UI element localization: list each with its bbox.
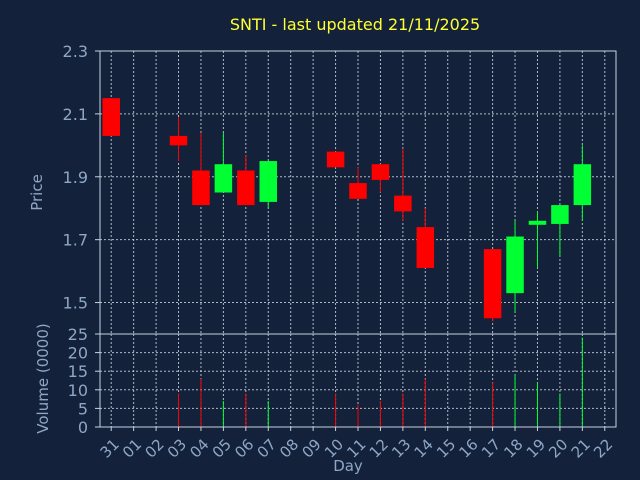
candle-body	[349, 183, 367, 199]
price-candles	[102, 98, 592, 322]
candle-body	[259, 161, 278, 202]
candle-body	[371, 164, 390, 180]
price-y-ticks: 2.3 2.1 1.9 1.7 1.5	[63, 42, 100, 313]
candle-body	[192, 170, 210, 206]
price-tick-label: 1.5	[63, 294, 88, 313]
volume-bars	[178, 337, 583, 427]
price-axis-label: Price	[28, 174, 46, 211]
candle-body	[573, 164, 592, 206]
volume-axis-label: Volume (0000)	[34, 323, 52, 433]
candle-body	[528, 220, 547, 225]
candle-body	[326, 151, 345, 168]
chart-title: SNTI - last updated 21/11/2025	[230, 15, 480, 34]
volume-tick-label: 5	[78, 399, 88, 418]
candle-body	[237, 170, 255, 206]
volume-tick-label: 25	[68, 325, 88, 344]
day-axis-label: Day	[333, 457, 363, 475]
candle-body	[483, 249, 502, 319]
volume-tick-label: 20	[68, 344, 88, 363]
price-tick-label: 1.9	[63, 168, 88, 187]
candle-body	[169, 135, 188, 146]
candle-body	[416, 227, 435, 268]
candle-body	[506, 236, 524, 294]
volume-tick-label: 15	[68, 362, 88, 381]
volume-tick-label: 10	[68, 381, 88, 400]
price-grid	[100, 50, 616, 334]
price-panel: 2.3 2.1 1.9 1.7 1.5 Price	[28, 42, 617, 335]
candle-body	[214, 164, 233, 193]
price-tick-label: 2.1	[63, 105, 88, 124]
volume-tick-label: 0	[78, 418, 88, 437]
candle-body	[394, 195, 412, 212]
price-tick-label: 1.7	[63, 231, 88, 250]
candle-body	[102, 98, 120, 136]
day-tick-label: 22	[590, 435, 616, 461]
price-tick-label: 2.3	[63, 42, 88, 61]
candle-body	[551, 205, 569, 224]
